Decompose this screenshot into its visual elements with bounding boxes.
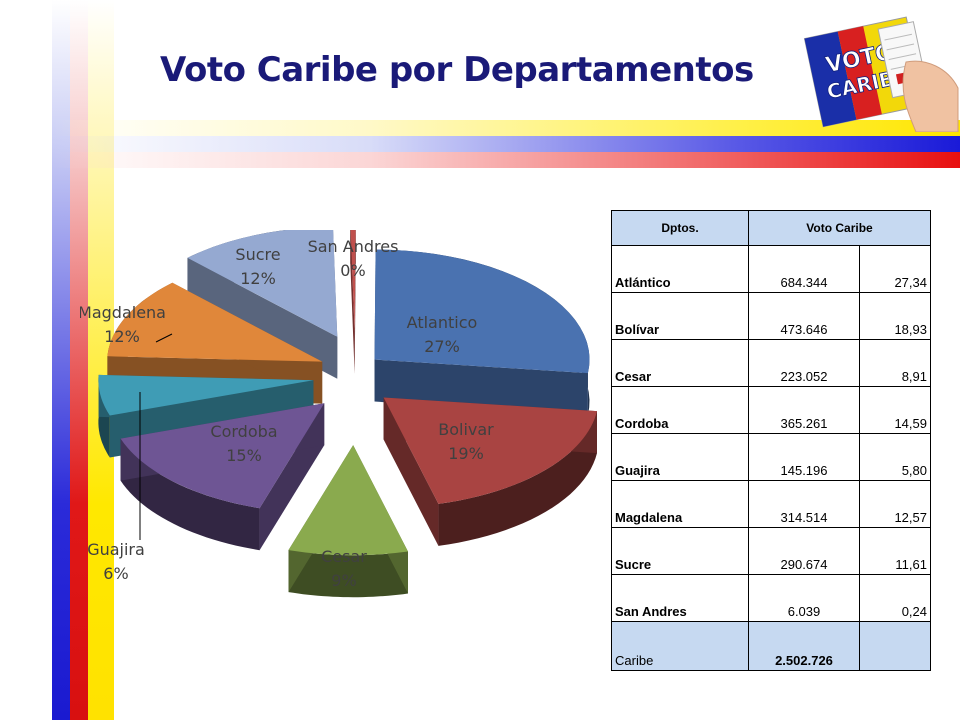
label-value-magdalena: 12%	[104, 327, 140, 346]
row-pct: 5,80	[859, 433, 931, 481]
table-total-row: Caribe 2.502.726	[611, 621, 931, 671]
table-header-row: Dptos. Voto Caribe	[611, 210, 931, 246]
magdalena-leader-line	[155, 333, 173, 343]
row-votes: 684.344	[748, 245, 860, 293]
slice-top-sucre	[187, 230, 338, 337]
slice-top-bolivar	[383, 397, 597, 504]
slice-edge-sucre-0	[187, 257, 338, 379]
label-name-guajira: Guajira	[87, 540, 145, 559]
label-name-atlantico: Atlantico	[407, 313, 478, 332]
label-name-cesar: Cesar	[321, 547, 367, 566]
row-votes: 6.039	[748, 574, 860, 622]
label-name-magdalena: Magdalena	[80, 303, 166, 322]
slice-top-cordoba	[120, 403, 325, 509]
pie-labels: Atlantico 27% Bolivar 19% Cesar 9% Cordoba 15% G…	[80, 237, 494, 590]
row-dept: Bolívar	[611, 292, 749, 340]
row-dept: Cordoba	[611, 386, 749, 434]
slice-cesar	[288, 445, 408, 598]
label-name-sucre: Sucre	[235, 245, 280, 264]
row-dept: Magdalena	[611, 480, 749, 528]
yellow-band-horizontal	[52, 120, 960, 136]
label-name-bolivar: Bolivar	[438, 420, 494, 439]
table-row: Guajira 145.196 5,80	[611, 433, 931, 481]
red-band-horizontal	[52, 152, 960, 168]
row-votes: 223.052	[748, 339, 860, 387]
label-value-cordoba: 15%	[226, 446, 262, 465]
slice-edge-bolivar-1	[383, 397, 439, 546]
row-pct: 27,34	[859, 245, 931, 293]
slice-wall-cesar	[288, 550, 408, 598]
header-votes: Voto Caribe	[748, 210, 931, 246]
slice-cordoba	[120, 403, 325, 551]
slice-top-magdalena	[107, 282, 323, 362]
row-votes: 290.674	[748, 527, 860, 575]
row-dept: Guajira	[611, 433, 749, 481]
table-row: Sucre 290.674 11,61	[611, 527, 931, 575]
table-row: Cordoba 365.261 14,59	[611, 386, 931, 434]
blue-band-vertical	[52, 0, 70, 720]
page-title: Voto Caribe por Departamentos	[160, 50, 754, 90]
table-row: Magdalena 314.514 12,57	[611, 480, 931, 528]
label-value-atlantico: 27%	[424, 337, 460, 356]
slice-top-atlantico	[374, 249, 590, 374]
slice-bolivar	[383, 397, 597, 546]
table-row: Atlántico 684.344 27,34	[611, 245, 931, 293]
label-name-cordoba: Cordoba	[210, 422, 277, 441]
label-value-guajira: 6%	[103, 564, 128, 583]
pie-slices	[98, 230, 597, 598]
row-pct: 8,91	[859, 339, 931, 387]
row-pct: 14,59	[859, 386, 931, 434]
row-pct: 0,24	[859, 574, 931, 622]
table-row: Bolívar 473.646 18,93	[611, 292, 931, 340]
slice-atlantico	[374, 249, 590, 416]
slice-top-san-andres	[350, 230, 356, 332]
label-value-cesar: 9%	[331, 571, 356, 590]
row-pct: 18,93	[859, 292, 931, 340]
label-value-san-andres: 0%	[340, 261, 365, 280]
row-votes: 365.261	[748, 386, 860, 434]
row-dept: Atlántico	[611, 245, 749, 293]
row-votes: 145.196	[748, 433, 860, 481]
slice-edge-san-andres-0	[350, 230, 355, 374]
label-name-san-andres: San Andres	[308, 237, 399, 256]
row-pct: 12,57	[859, 480, 931, 528]
slice-top-cesar	[288, 445, 408, 556]
votes-table: Dptos. Voto Caribe Atlántico 684.344 27,34…	[611, 210, 931, 671]
header-dept: Dptos.	[611, 210, 749, 246]
label-value-bolivar: 19%	[448, 444, 484, 463]
slice-san-andres	[350, 230, 356, 374]
table-row: Cesar 223.052 8,91	[611, 339, 931, 387]
total-votes: 2.502.726	[748, 621, 860, 671]
row-votes: 473.646	[748, 292, 860, 340]
red-band-vertical	[70, 0, 88, 720]
slice-edge-san-andres-1	[354, 230, 356, 374]
slice-wall-bolivar	[438, 411, 597, 546]
pie-chart: Atlantico 27% Bolivar 19% Cesar 9% Cordoba 15% G…	[80, 230, 597, 598]
pie-leader-lines	[139, 333, 173, 540]
row-dept: San Andres	[611, 574, 749, 622]
row-dept: Sucre	[611, 527, 749, 575]
label-value-sucre: 12%	[240, 269, 276, 288]
total-pct	[859, 621, 931, 671]
blue-band-horizontal	[52, 136, 960, 152]
slice-sucre	[187, 230, 338, 379]
voto-caribe-logo: VOTO CARIBE	[803, 16, 959, 132]
slice-wall-cordoba	[120, 438, 260, 551]
row-pct: 11,61	[859, 527, 931, 575]
total-dept: Caribe	[611, 621, 749, 671]
row-votes: 314.514	[748, 480, 860, 528]
table-row: San Andres 6.039 0,24	[611, 574, 931, 622]
slice-top-guajira	[98, 374, 314, 416]
row-dept: Cesar	[611, 339, 749, 387]
